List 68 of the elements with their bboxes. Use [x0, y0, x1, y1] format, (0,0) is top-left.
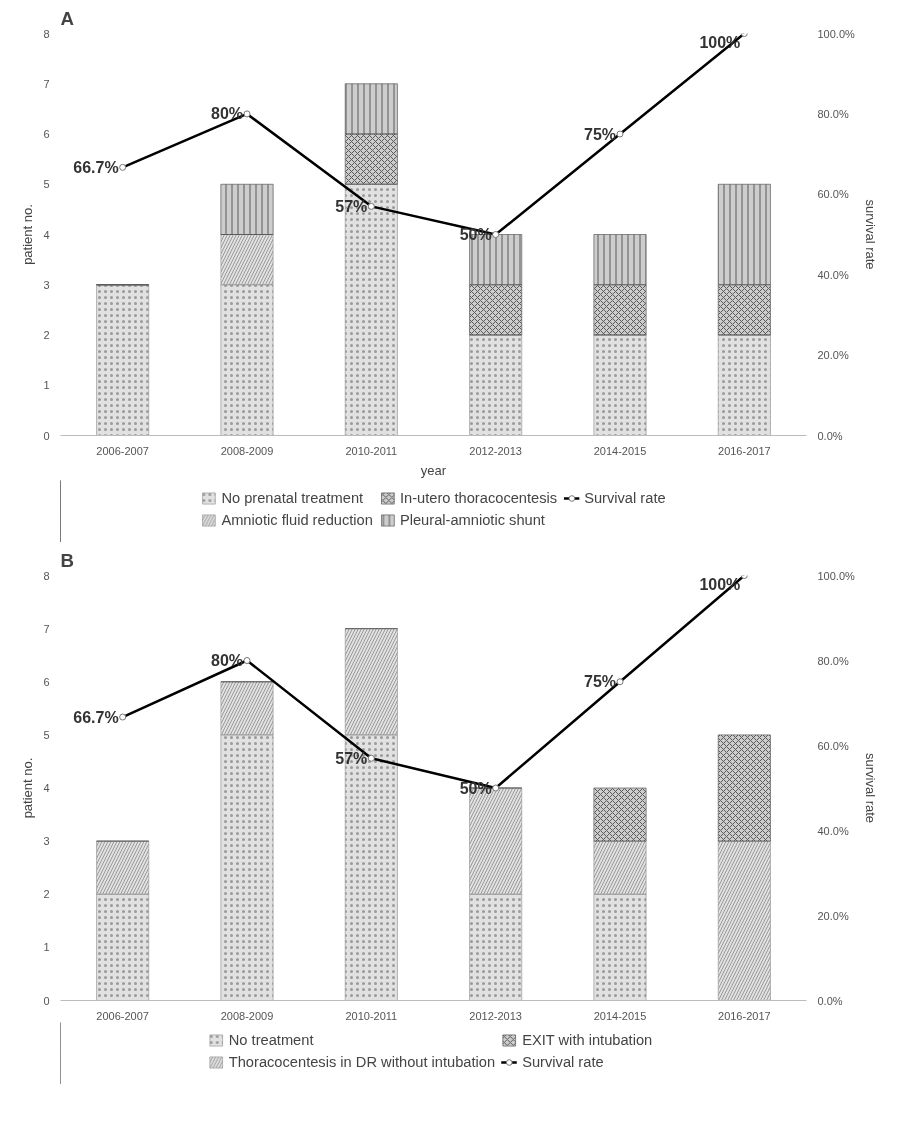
data-label: 80% — [210, 105, 244, 123]
data-label: 57% — [335, 749, 368, 767]
x-tick-label: 2014-2015 — [593, 444, 647, 457]
y2-tick-label: 80.0% — [817, 107, 849, 120]
y-tick-label: 6 — [43, 675, 50, 688]
y-tick-label: 0 — [43, 994, 50, 1007]
y2-tick-label: 100.0% — [817, 27, 856, 40]
chart-title: A — [60, 7, 74, 29]
legend-label: In-utero thoracocentesis — [399, 490, 558, 506]
y2-tick-label: 0.0% — [817, 429, 843, 442]
y2-tick-label: 40.0% — [817, 824, 849, 837]
y-tick-label: 8 — [43, 569, 50, 582]
y-tick-label: 7 — [43, 77, 50, 90]
y2-tick-label: 20.0% — [817, 909, 849, 922]
x-tick-label: 2014-2015 — [593, 1009, 647, 1022]
x-tick-label: 2012-2013 — [469, 444, 522, 457]
y-tick-label: 8 — [43, 27, 50, 40]
y2-tick-label: 0.0% — [817, 994, 843, 1007]
x-tick-label: 2010-2011 — [345, 444, 398, 457]
y2-tick-label: 100.0% — [817, 569, 856, 582]
data-label: 75% — [583, 673, 617, 691]
y-tick-label: 1 — [43, 379, 50, 392]
data-label: 66.7% — [73, 708, 119, 726]
y2-tick-label: 60.0% — [817, 739, 849, 752]
y2-axis-title: survival rate — [862, 752, 878, 824]
x-tick-label: 2008-2009 — [220, 1009, 274, 1022]
x-tick-label: 2006-2007 — [96, 444, 149, 457]
y-tick-label: 5 — [43, 178, 50, 191]
y-tick-label: 7 — [43, 622, 50, 635]
data-label: 50% — [459, 226, 492, 243]
legend-label: Pleural-amniotic shunt — [399, 512, 545, 528]
y-tick-label: 5 — [43, 728, 50, 741]
data-label: 75% — [583, 125, 617, 143]
data-label: 57% — [335, 197, 368, 215]
data-label: 80% — [210, 652, 244, 669]
legend-label: Survival rate — [584, 490, 666, 506]
y2-tick-label: 60.0% — [817, 188, 849, 201]
x-tick-label: 2010-2011 — [345, 1009, 398, 1022]
legend-label: No treatment — [228, 1032, 314, 1048]
x-tick-label: 2016-2017 — [718, 1009, 771, 1022]
y2-tick-label: 40.0% — [817, 268, 849, 281]
chart-title: B — [60, 549, 74, 571]
y-tick-label: 4 — [43, 228, 50, 241]
y2-tick-label: 20.0% — [817, 349, 849, 362]
y-tick-label: 1 — [43, 941, 50, 954]
y-tick-label: 2 — [43, 329, 50, 341]
y-tick-label: 4 — [43, 782, 50, 794]
x-tick-label: 2012-2013 — [469, 1009, 522, 1022]
legend-label: Survival rate — [522, 1054, 604, 1070]
legend-label: Thoracocentesis in DR without intubation — [228, 1054, 496, 1070]
legend-label: EXIT with intubation — [522, 1032, 653, 1048]
y-axis-title: patient no. — [20, 757, 36, 819]
legend-label: Amniotic fluid reduction — [221, 512, 373, 528]
y-tick-label: 3 — [43, 278, 50, 291]
x-tick-label: 2008-2009 — [220, 444, 274, 457]
legend-label: No prenatal treatment — [221, 490, 364, 506]
data-label: 66.7% — [73, 158, 119, 176]
y-tick-label: 0 — [43, 429, 50, 442]
y2-tick-label: 80.0% — [817, 654, 849, 667]
x-axis-title: year — [420, 462, 447, 478]
x-tick-label: 2006-2007 — [96, 1009, 149, 1022]
y-tick-label: 6 — [43, 128, 50, 140]
data-label: 50% — [459, 779, 492, 797]
x-tick-label: 2016-2017 — [718, 444, 771, 457]
y-axis-title: patient no. — [20, 204, 36, 265]
y2-axis-title: survival rate — [862, 199, 878, 270]
y-tick-label: 3 — [43, 835, 50, 848]
y-tick-label: 2 — [43, 888, 50, 901]
